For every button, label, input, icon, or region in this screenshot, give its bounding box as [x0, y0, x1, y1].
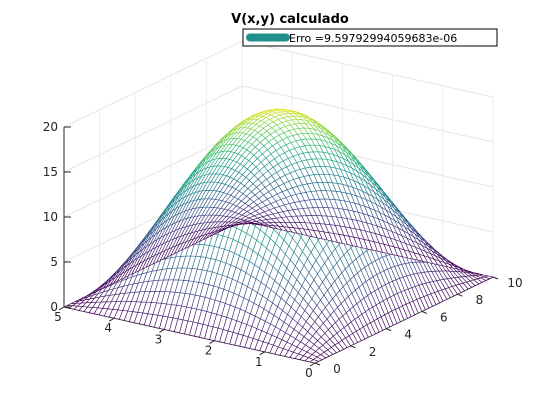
x-tick-label: 0 — [305, 366, 313, 380]
chart-title: V(x,y) calculado — [231, 12, 349, 27]
z-tick-label: 15 — [43, 165, 58, 179]
z-tick-label: 5 — [50, 255, 58, 269]
y-tick-label: 2 — [369, 345, 377, 359]
x-tick-mark — [309, 362, 316, 367]
x-tick-mark — [159, 328, 165, 333]
x-tick-mark — [58, 306, 65, 311]
x-tick-label: 5 — [54, 310, 62, 324]
legend: Erro =9.59792994059683e-06 — [242, 28, 498, 47]
z-tick-label: 0 — [50, 300, 58, 314]
y-tick-label: 8 — [476, 293, 484, 307]
y-tick-mark — [386, 328, 392, 332]
legend-label: Erro =9.59792994059683e-06 — [289, 32, 457, 45]
y-tick-label: 0 — [333, 362, 341, 376]
x-tick-mark — [259, 351, 266, 356]
x-tick-label: 1 — [255, 355, 263, 369]
x-tick-mark — [108, 317, 115, 322]
legend-box — [242, 28, 498, 47]
y-tick-label: 6 — [440, 310, 448, 324]
x-tick-mark — [209, 340, 215, 345]
y-tick-label: 4 — [404, 328, 412, 342]
x-tick-label: 3 — [155, 332, 163, 346]
y-tick-mark — [457, 293, 463, 297]
y-tick-mark — [314, 362, 321, 366]
z-tick-label: 20 — [43, 120, 58, 134]
x-tick-label: 2 — [205, 344, 213, 358]
z-tick-label: 10 — [43, 210, 58, 224]
y-tick-mark — [350, 345, 356, 349]
x-tick-label: 4 — [104, 321, 112, 335]
y-tick-mark — [421, 310, 427, 314]
surface-cell — [483, 275, 494, 280]
y-tick-mark — [492, 276, 499, 280]
surface-mesh — [63, 108, 494, 364]
y-tick-label: 10 — [507, 276, 522, 290]
